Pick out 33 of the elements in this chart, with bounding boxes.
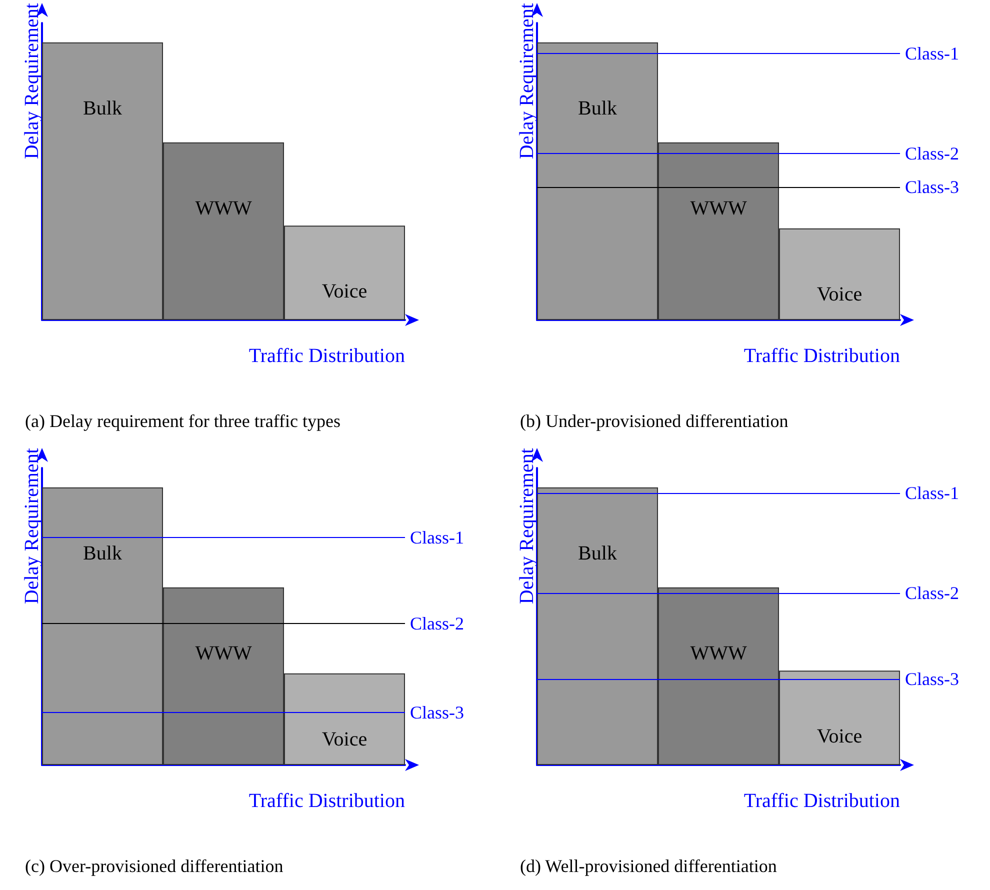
ref-line-label: Class-1 (905, 482, 959, 503)
x-tick-label: Bulk (578, 542, 617, 564)
ref-line-label: Class-2 (905, 582, 959, 603)
x-tick-label: Voice (816, 726, 862, 748)
y-axis-title: Delay Requirement (21, 2, 43, 160)
ref-line-label: Class-2 (905, 143, 959, 164)
ref-line-label: Class-1 (905, 44, 959, 64)
x-axis-title: Traffic Distribution (744, 345, 900, 367)
text: (c) Over-provisioned differentiation (25, 856, 284, 876)
y-axis-title: Delay Requirement (516, 2, 538, 160)
x-tick-label: Bulk (578, 97, 617, 120)
ref-line-label: Class-2 (410, 613, 464, 634)
text: (b) Under-provisioned differentiation (520, 411, 788, 431)
text: (a) Delay requirement for three traffic types (25, 411, 341, 431)
x-tick-label: WWW (195, 642, 252, 664)
x-tick-label: Voice (322, 280, 368, 303)
text: (d) Well-provisioned differentiation (520, 856, 777, 876)
x-tick-label: WWW (690, 197, 747, 220)
x-tick-label: Bulk (83, 97, 122, 120)
x-axis-title: Traffic Distribution (248, 790, 405, 812)
x-tick-label: WWW (195, 197, 252, 220)
ref-line-label: Class-3 (410, 702, 464, 722)
x-tick-label: Bulk (83, 542, 122, 564)
ref-line-label: Class-3 (905, 176, 959, 197)
x-tick-label: WWW (690, 642, 747, 664)
ref-line-label: Class-1 (410, 527, 464, 548)
x-axis-title: Traffic Distribution (248, 345, 405, 367)
ref-line-label: Class-3 (905, 668, 959, 689)
x-tick-label: Voice (816, 283, 862, 306)
y-axis-title: Delay Requirement (516, 448, 538, 604)
y-axis-title: Delay Requirement (21, 448, 43, 604)
x-tick-label: Voice (322, 728, 368, 750)
x-axis-title: Traffic Distribution (744, 790, 900, 812)
